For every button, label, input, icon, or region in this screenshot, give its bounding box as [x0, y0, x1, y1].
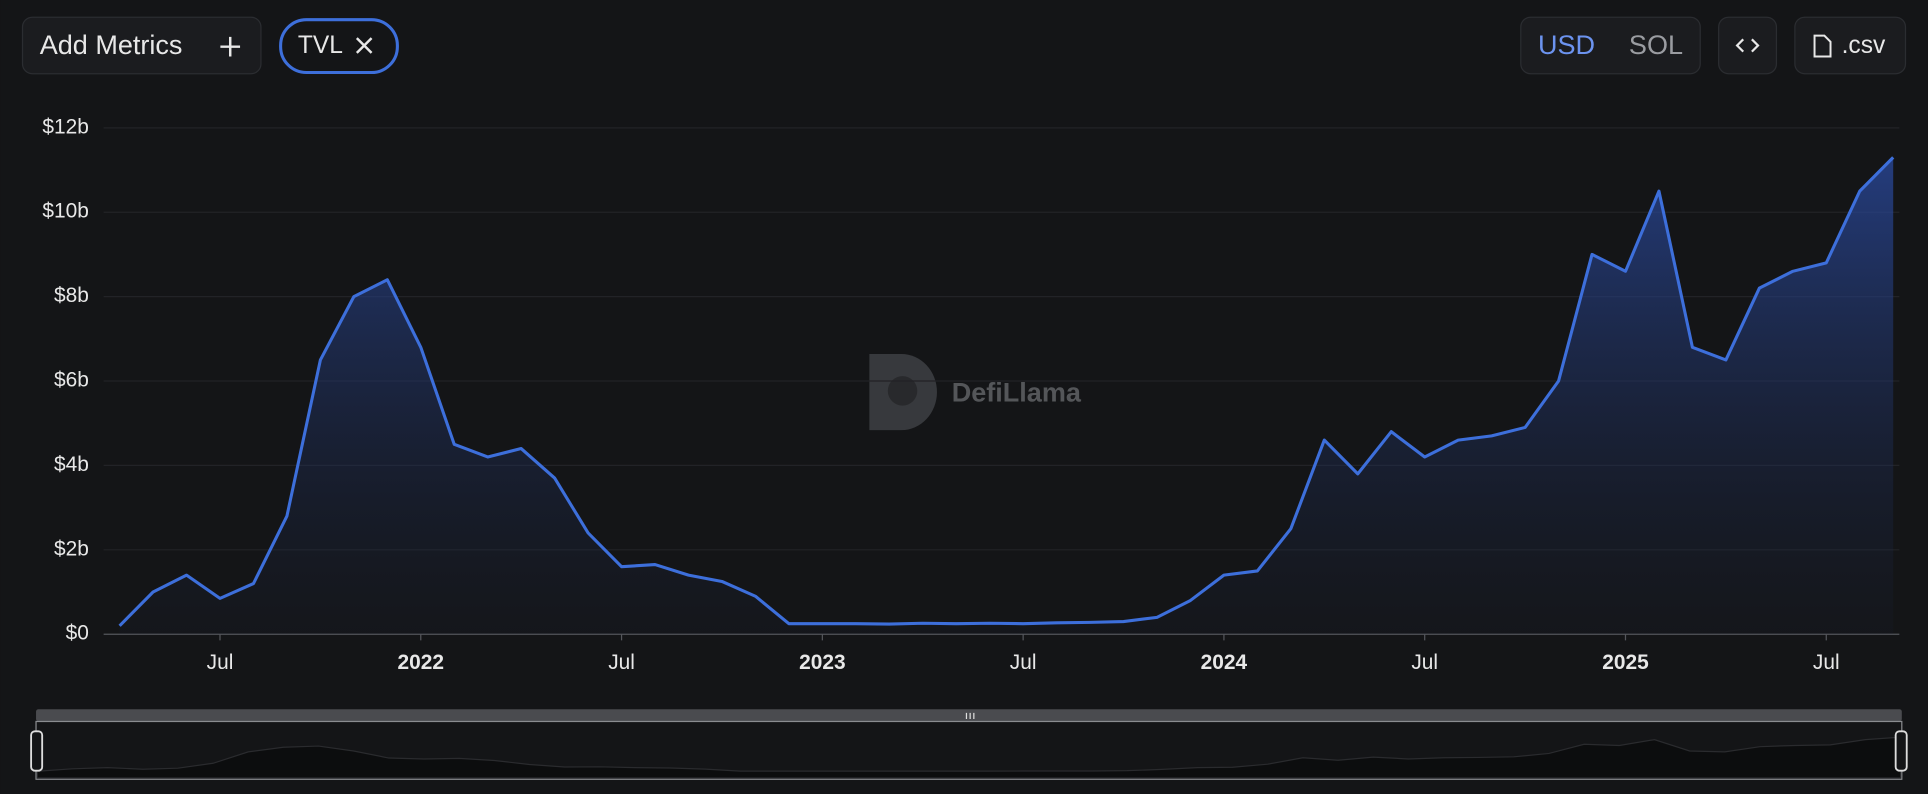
- watermark-text: DefiLlama: [952, 378, 1082, 408]
- x-tick-label: 2025: [1602, 651, 1649, 674]
- brush-right-handle[interactable]: [1894, 730, 1908, 772]
- y-tick-label: $0: [66, 622, 89, 645]
- plus-icon: [220, 36, 241, 57]
- y-tick-label: $8b: [54, 284, 89, 307]
- line: [118, 156, 1895, 627]
- x-tick-label: Jul: [1813, 651, 1840, 674]
- close-icon: [355, 37, 373, 54]
- x-tick-label: 2024: [1201, 651, 1248, 674]
- y-tick-label: $4b: [54, 453, 89, 476]
- metric-tag-label: TVL: [298, 32, 343, 59]
- currency-usd[interactable]: USD: [1538, 30, 1595, 60]
- x-tick-label: 2023: [799, 651, 845, 674]
- brush-handle-bar[interactable]: [36, 709, 1902, 722]
- x-tick-label: 2022: [398, 651, 444, 674]
- y-tick-label: $2b: [54, 537, 89, 560]
- area: [119, 157, 1894, 635]
- embed-button[interactable]: [1718, 16, 1778, 75]
- csv-label: .csv: [1842, 32, 1886, 59]
- csv-button[interactable]: .csv: [1794, 16, 1907, 75]
- watermark: DefiLlama: [869, 353, 1082, 431]
- x-tick-label: Jul: [1411, 651, 1438, 674]
- add-metrics-label: Add Metrics: [40, 30, 183, 60]
- brush-grip: [965, 712, 975, 720]
- add-metrics-button[interactable]: Add Metrics: [21, 16, 262, 75]
- y-tick-label: $10b: [42, 200, 88, 223]
- x-tick-label: Jul: [207, 651, 234, 674]
- currency-sol[interactable]: SOL: [1629, 30, 1683, 60]
- metric-tag[interactable]: TVL: [279, 18, 399, 75]
- y-tick-label: $12b: [42, 115, 88, 138]
- currency-toggle: [1520, 16, 1701, 75]
- brush-left-handle[interactable]: [30, 730, 44, 772]
- x-tick-label: Jul: [608, 651, 635, 674]
- x-tick-label: Jul: [1010, 651, 1037, 674]
- mini-area: [36, 736, 1902, 779]
- y-tick-label: $6b: [54, 369, 89, 392]
